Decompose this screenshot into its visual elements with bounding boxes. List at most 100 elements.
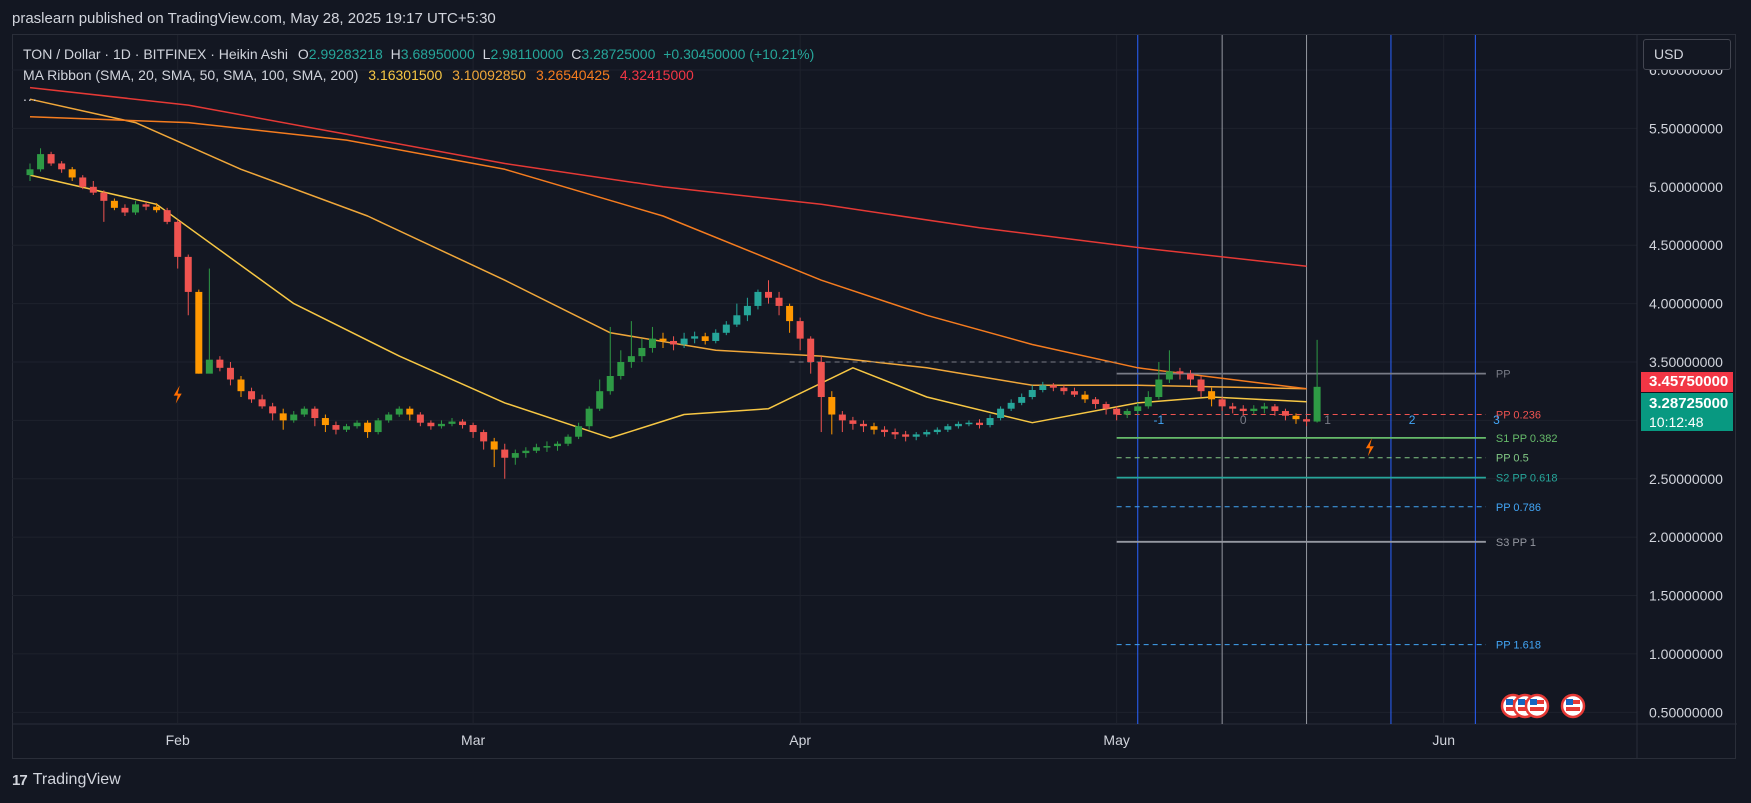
candle-body [226,367,234,380]
candle-body [849,420,857,424]
candle-body [1144,397,1152,407]
close-value: 3.28725000 [581,46,656,62]
candle-body [1018,397,1026,403]
candle-body [585,408,593,427]
candle-body [754,291,762,306]
candle-body [332,425,340,430]
x-tick-label: Apr [789,732,811,748]
candle-body [1123,411,1131,415]
candle-body [1155,379,1163,398]
candle-body [691,336,699,339]
candle-body [532,447,540,451]
candle-body [733,315,741,325]
chart-legend: TON / Dollar · 1D · BITFINEX · Heikin As… [23,44,814,107]
y-tick-label: 2.50000000 [1649,471,1723,487]
ma-ribbon-label[interactable]: MA Ribbon (SMA, 20, SMA, 50, SMA, 100, S… [23,67,359,83]
candle-body [237,379,245,392]
candle-body [100,192,108,201]
chart-frame [12,34,1736,759]
candle-body [459,421,467,426]
candle-body [807,338,815,362]
pivot-level-label: PP 0.786 [1496,502,1541,514]
candle-body [1218,399,1226,407]
candle-body [659,338,667,341]
candle-body [680,338,688,345]
candle-body [343,426,350,430]
y-tick-label: 1.50000000 [1649,588,1723,604]
y-tick-label: 1.00000000 [1649,646,1723,662]
candle-body [543,446,551,448]
candle-body [1229,406,1237,409]
candle-body [89,186,97,193]
symbol-title[interactable]: TON / Dollar · 1D · BITFINEX · Heikin As… [23,46,289,62]
candle-body [110,200,118,208]
candle-body [891,432,899,435]
cycle-label: 3 [1493,413,1500,427]
candle-body [997,408,1005,419]
candle-body [1176,371,1184,374]
candle-body [1113,408,1121,415]
more-indicators-button[interactable]: ... [23,88,38,104]
y-tick-label: 2.00000000 [1649,529,1723,545]
candle-body [1281,411,1289,416]
candle-body [416,414,424,423]
y-tick-label: 5.50000000 [1649,120,1723,136]
candle-body [1081,394,1089,400]
last-price-tag: 3.28725000 10:12:48 [1641,393,1733,431]
candle-body [944,426,952,430]
candle-body [828,397,836,415]
candle-body [522,450,530,454]
cycle-label: -1 [1154,413,1165,427]
candle-body [501,449,509,458]
us-flag-icon [1530,699,1537,705]
ma100-value: 3.26540425 [535,67,610,83]
cycle-label: 0 [1240,413,1247,427]
candle-body [933,429,941,433]
candle-body [1197,379,1205,392]
candle-body [58,163,66,170]
candle-body [385,414,393,421]
candle-body [648,338,656,348]
candle-body [817,361,825,398]
candle-body [881,429,889,433]
candle-body [321,418,329,426]
candle-body [1208,391,1216,400]
open-label: O [297,46,309,62]
candle-body [870,426,878,430]
close-label: C [571,46,582,62]
footer-brand[interactable]: 17 TradingView [12,771,121,789]
candle-body [976,422,983,426]
x-tick-label: Mar [461,732,485,748]
candle-body [1303,419,1311,422]
candle-body [374,420,382,433]
us-flag-icon [1566,699,1573,705]
ma20-value: 3.16301500 [368,67,443,83]
candle-body [902,434,910,437]
currency-button[interactable]: USD [1643,39,1731,70]
pivot-level-label: PP 0.236 [1496,410,1541,422]
candle-body [269,406,277,414]
ma-price-tag: 3.45750000 [1641,372,1733,392]
x-tick-label: Jun [1432,732,1455,748]
candle-body [511,453,519,458]
candle-body [564,436,572,444]
candle-body [1102,404,1110,409]
candle-body [142,204,150,207]
x-tick-label: Feb [166,732,190,748]
candle-body [279,413,287,421]
candle-body [743,305,751,316]
lightning-icon [1365,438,1374,457]
candle-body [258,399,266,407]
candle-body [26,169,34,176]
ma-line-sma-100 [29,115,1307,390]
ma-price-value: 3.45750000 [1649,373,1729,390]
pivot-level-label: PP [1496,369,1511,381]
candle-body [1007,402,1015,409]
candle-body [554,443,561,447]
us-flag-icon [1506,707,1520,711]
candle-body [353,422,361,427]
y-tick-label: 5.00000000 [1649,179,1723,195]
candle-body [1313,386,1321,422]
candle-body [290,414,298,421]
